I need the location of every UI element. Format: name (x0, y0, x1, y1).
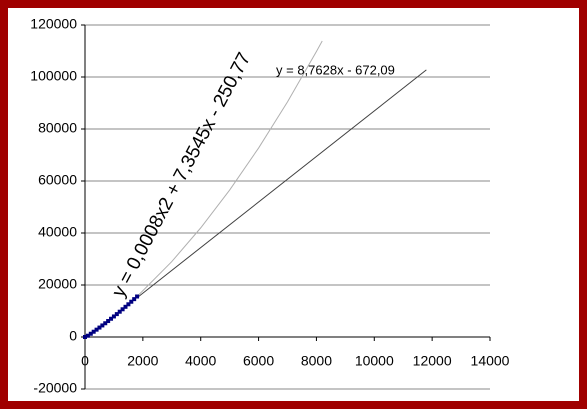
data-point (135, 294, 140, 299)
y-tick-label: -20000 (33, 380, 77, 396)
x-tick-label: 6000 (243, 353, 274, 369)
x-tick-label: 10000 (355, 353, 394, 369)
x-tick-label: 4000 (185, 353, 216, 369)
data-point (97, 325, 102, 330)
y-tick-label: 0 (69, 328, 77, 344)
x-tick-label: 12000 (413, 353, 452, 369)
data-point (123, 304, 128, 309)
y-tick-label: 60000 (38, 172, 77, 188)
data-point (83, 335, 87, 339)
data-point (132, 297, 137, 302)
data-point (103, 321, 108, 326)
y-tick-label: 100000 (30, 68, 77, 84)
y-tick-label: 80000 (38, 120, 77, 136)
data-point (129, 299, 134, 304)
data-point (111, 314, 116, 319)
x-tick-label: 2000 (127, 353, 158, 369)
data-point (106, 319, 111, 324)
trendline (136, 69, 427, 299)
data-point (100, 323, 105, 328)
y-tick-label: 120000 (30, 16, 77, 32)
y-tick-label: 20000 (38, 276, 77, 292)
x-tick-label: 14000 (471, 353, 510, 369)
data-point (94, 327, 99, 332)
data-point (85, 333, 90, 338)
data-point (109, 316, 114, 321)
y-tick-label: 40000 (38, 224, 77, 240)
data-point (126, 302, 131, 307)
data-point (114, 312, 119, 317)
data-point (117, 309, 122, 314)
data-point (91, 329, 96, 334)
x-tick-label: 8000 (301, 353, 332, 369)
trendline (136, 40, 323, 297)
data-point (88, 331, 93, 336)
trendline-equation: y = 8,7628x - 672,09 (276, 62, 395, 77)
data-point (120, 307, 125, 312)
